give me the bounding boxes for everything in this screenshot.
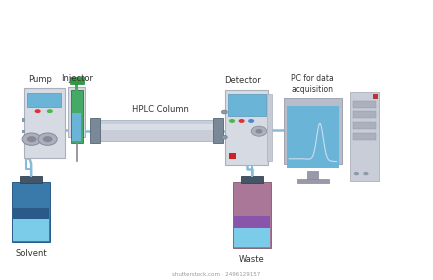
Circle shape <box>239 119 245 123</box>
Circle shape <box>255 129 262 134</box>
Circle shape <box>43 136 52 142</box>
Circle shape <box>38 133 57 145</box>
Text: Detector: Detector <box>224 76 261 85</box>
Bar <box>22 130 25 133</box>
Bar <box>233 182 271 248</box>
Bar <box>234 216 270 228</box>
Circle shape <box>251 126 267 136</box>
Bar <box>228 94 266 116</box>
Bar <box>241 176 263 183</box>
Bar <box>213 118 223 143</box>
Bar <box>71 90 83 143</box>
Bar <box>75 78 78 94</box>
Bar <box>307 171 318 181</box>
Bar <box>297 179 329 183</box>
Bar <box>229 153 236 159</box>
Bar <box>353 133 376 140</box>
Circle shape <box>47 109 53 113</box>
Bar <box>24 88 65 158</box>
Circle shape <box>27 136 36 142</box>
Circle shape <box>354 172 359 175</box>
Circle shape <box>35 109 41 113</box>
Text: Waste: Waste <box>239 255 265 264</box>
Bar <box>97 123 214 130</box>
Bar <box>13 209 49 219</box>
Bar <box>287 106 339 168</box>
Circle shape <box>221 135 227 139</box>
Text: PC for data
acquisition: PC for data acquisition <box>291 74 334 94</box>
Circle shape <box>229 119 235 123</box>
Bar <box>68 87 85 137</box>
Bar <box>267 94 272 161</box>
Text: Injector: Injector <box>61 74 93 83</box>
Bar <box>93 120 219 141</box>
Bar <box>72 113 81 141</box>
Bar <box>90 118 100 143</box>
Bar <box>350 92 379 181</box>
Bar <box>225 90 268 165</box>
Circle shape <box>22 133 41 145</box>
Circle shape <box>221 110 227 114</box>
Bar <box>353 101 376 108</box>
Text: shutterstock.com · 2496129157: shutterstock.com · 2496129157 <box>172 272 261 277</box>
Circle shape <box>363 172 368 175</box>
Text: Solvent: Solvent <box>15 249 47 258</box>
Bar <box>70 77 84 84</box>
Bar <box>373 94 378 99</box>
Bar <box>13 216 49 241</box>
Bar <box>12 182 50 242</box>
Text: HPLC Column: HPLC Column <box>132 105 189 114</box>
Bar <box>22 118 25 122</box>
Bar <box>27 93 61 107</box>
Bar <box>353 111 376 118</box>
Bar <box>20 176 42 183</box>
Bar <box>284 98 342 164</box>
Bar <box>234 224 270 247</box>
Text: Pump: Pump <box>28 75 52 84</box>
Bar <box>353 122 376 129</box>
Circle shape <box>248 119 254 123</box>
